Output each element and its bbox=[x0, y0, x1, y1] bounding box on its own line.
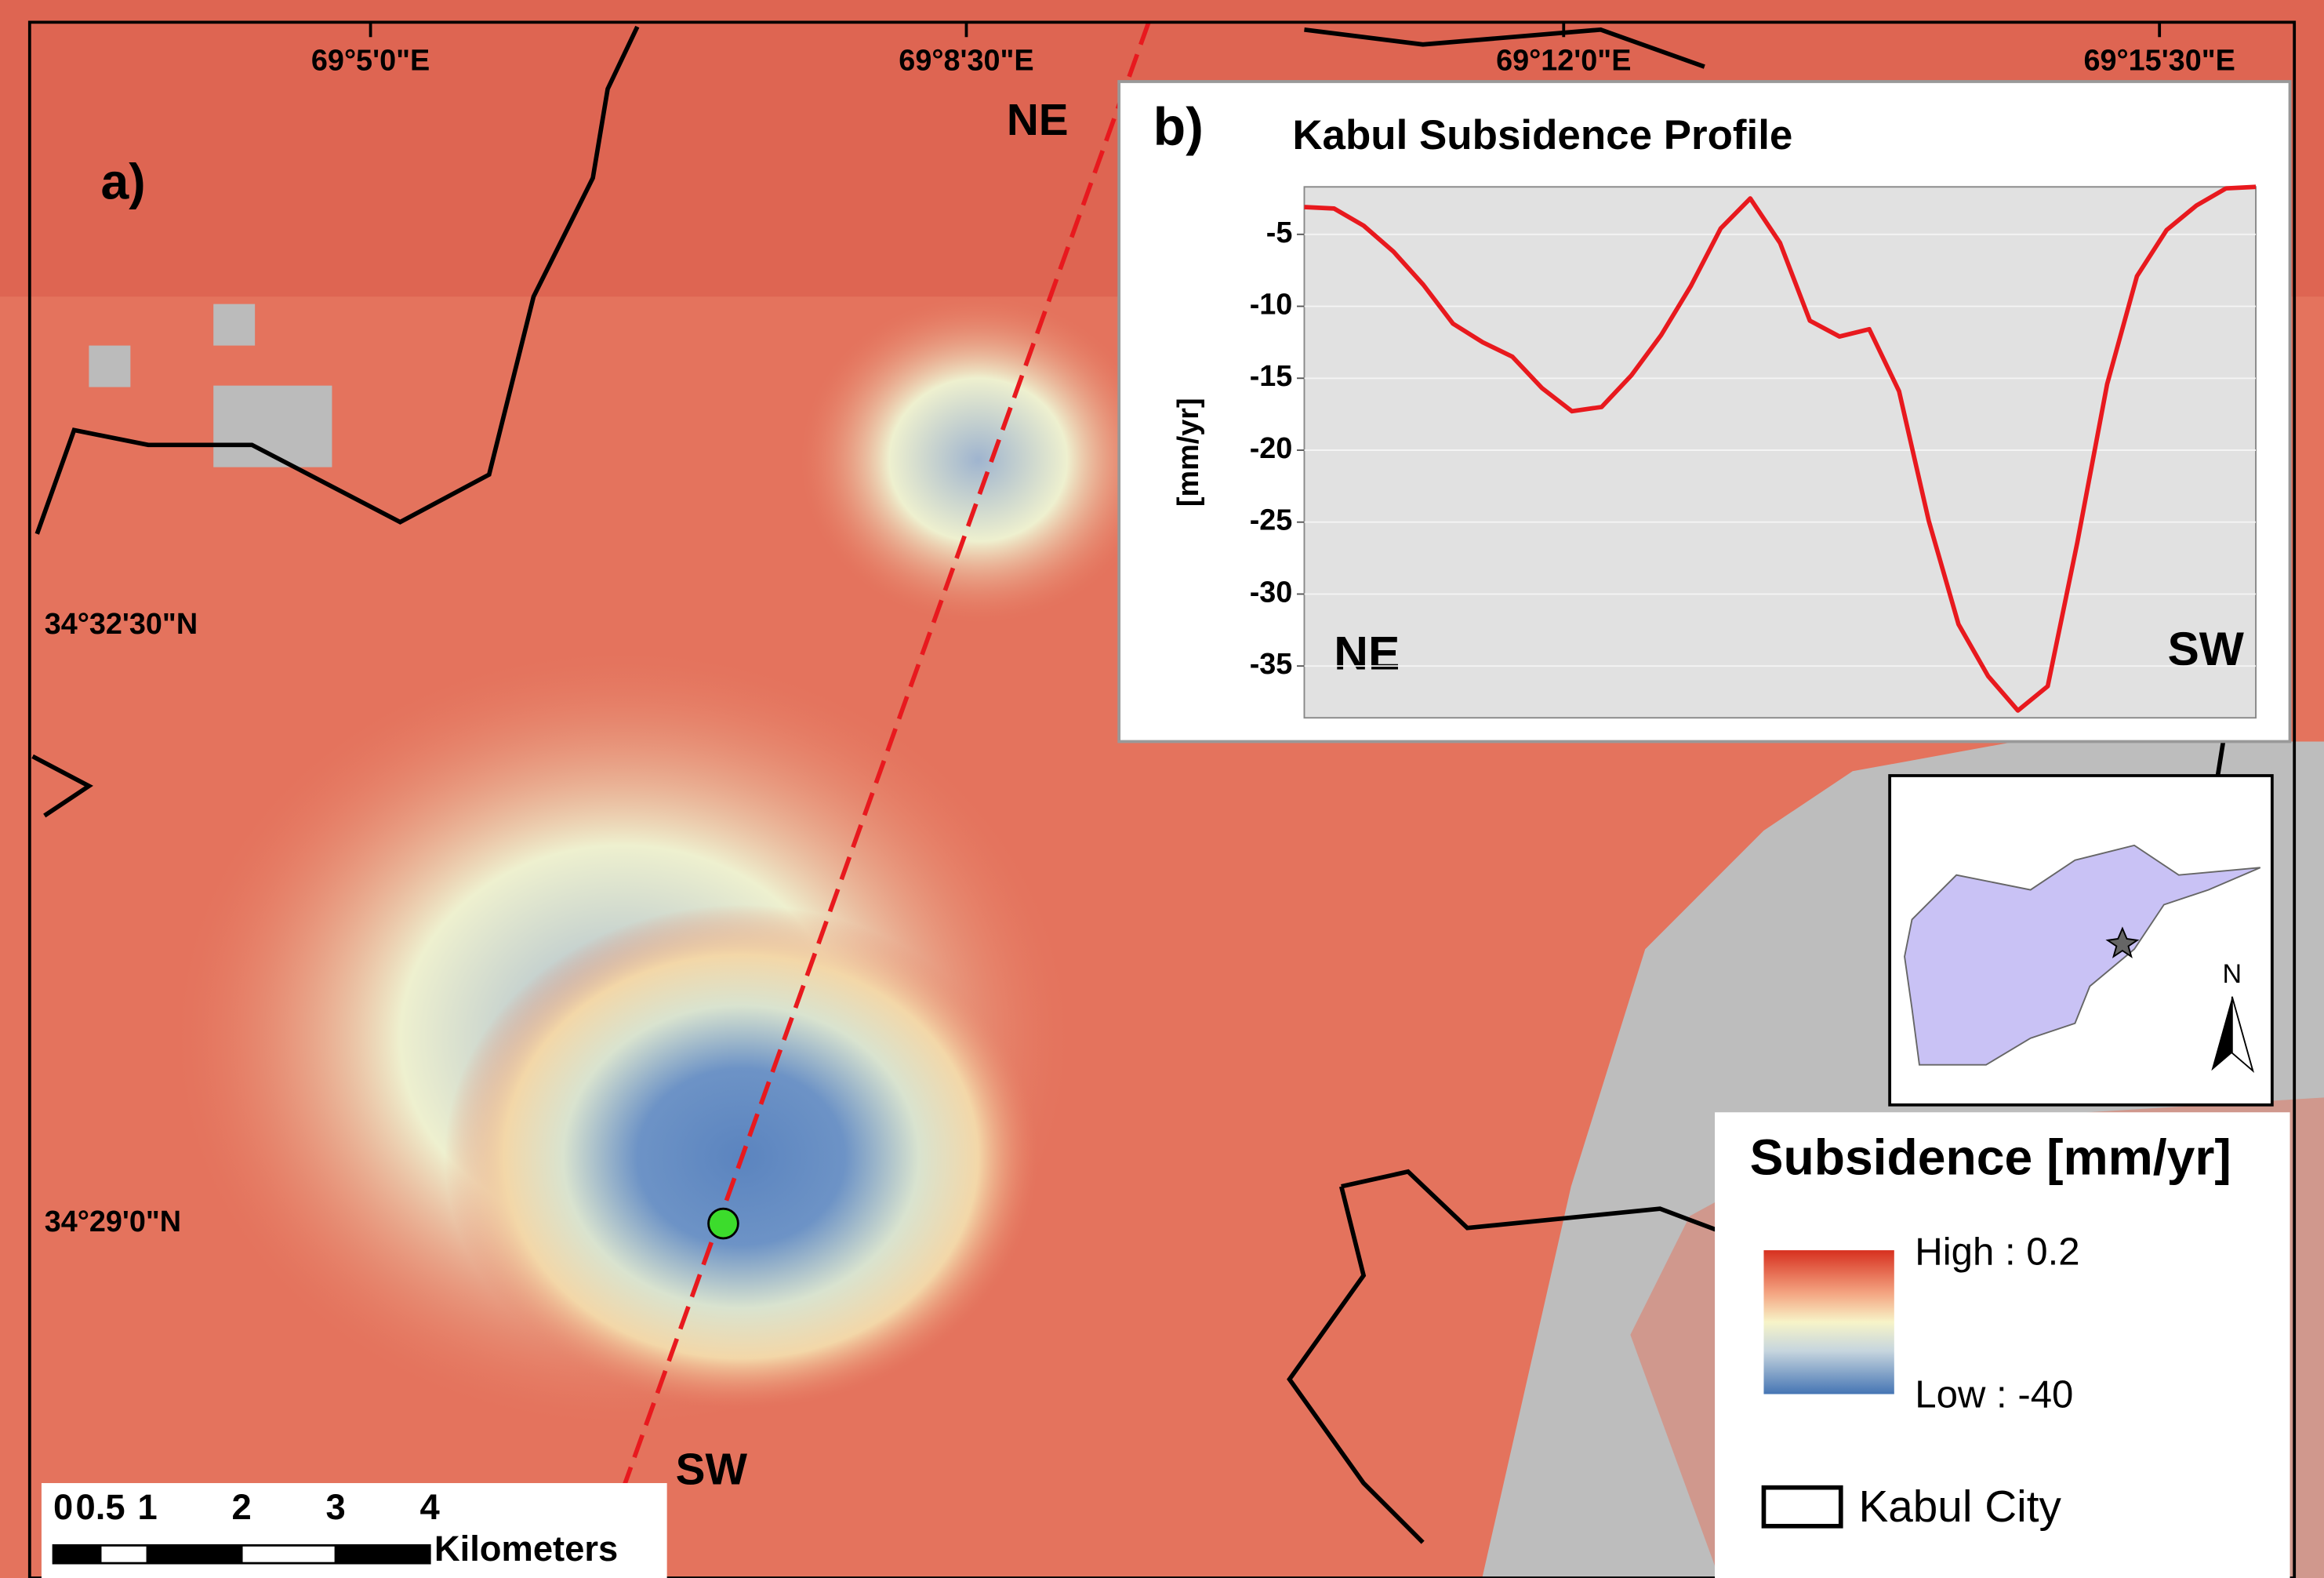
y-tick-label: -10 bbox=[1250, 289, 1293, 322]
scale-label: 2 bbox=[232, 1487, 252, 1527]
lon-label: 69°5'0"E bbox=[311, 44, 430, 77]
legend-low: Low : -40 bbox=[1915, 1373, 2073, 1416]
page: {"map":{"panel_label":"a)","lon_labels":… bbox=[0, 0, 2324, 1578]
scale-label: 0.5 bbox=[76, 1487, 125, 1527]
y-axis-title: [mm/yr] bbox=[1172, 398, 1205, 507]
no-data-cell bbox=[213, 304, 255, 346]
scale-segment bbox=[53, 1545, 100, 1563]
lon-label: 69°12'0"E bbox=[1496, 44, 1631, 77]
lon-label: 69°15'30"E bbox=[2084, 44, 2235, 77]
chart-annotation: NE bbox=[1334, 627, 1400, 680]
panel-label: a) bbox=[101, 153, 146, 209]
y-tick-label: -25 bbox=[1250, 504, 1293, 537]
legend-ramp bbox=[1763, 1250, 1894, 1394]
profile-end-label: SW bbox=[676, 1445, 748, 1495]
scale-label: 3 bbox=[326, 1487, 346, 1527]
lat-label: 34°29'0"N bbox=[45, 1205, 181, 1238]
scale-label: 1 bbox=[137, 1487, 157, 1527]
no-data-cell bbox=[89, 346, 130, 387]
plot-area bbox=[1304, 187, 2256, 718]
y-tick-label: -20 bbox=[1250, 432, 1293, 465]
lat-label: 34°32'30"N bbox=[45, 608, 198, 641]
scale-segment bbox=[100, 1545, 147, 1563]
scale-label: 0 bbox=[53, 1487, 73, 1527]
scale-unit: Kilometers bbox=[434, 1529, 618, 1569]
chart-title: Kabul Subsidence Profile bbox=[1292, 112, 1792, 158]
y-tick-label: -30 bbox=[1250, 576, 1293, 609]
scale-segment bbox=[147, 1545, 241, 1563]
panel-label: b) bbox=[1153, 96, 1204, 156]
legend-title: Subsidence [mm/yr] bbox=[1750, 1129, 2231, 1186]
scale-segment bbox=[241, 1545, 336, 1563]
scale-label: 4 bbox=[420, 1487, 440, 1527]
map-figure: a) NE SW 69°5'0"E 69°8'30"E 69°12'0"E 69°15… bbox=[0, 0, 2324, 1578]
lon-label: 69°8'30"E bbox=[899, 44, 1033, 77]
north-label: N bbox=[2223, 959, 2242, 989]
y-tick-label: -15 bbox=[1250, 360, 1293, 393]
scale-segment bbox=[336, 1545, 430, 1563]
y-tick-label: -35 bbox=[1250, 648, 1293, 681]
legend-boundary-label: Kabul City bbox=[1858, 1482, 2061, 1532]
y-tick-label: -5 bbox=[1266, 216, 1293, 249]
subsidence-zone bbox=[801, 296, 1157, 623]
profile-end-label: NE bbox=[1007, 96, 1069, 145]
legend-high: High : 0.2 bbox=[1915, 1231, 2079, 1274]
chart-annotation: SW bbox=[2167, 622, 2244, 675]
reference-point bbox=[709, 1209, 739, 1238]
